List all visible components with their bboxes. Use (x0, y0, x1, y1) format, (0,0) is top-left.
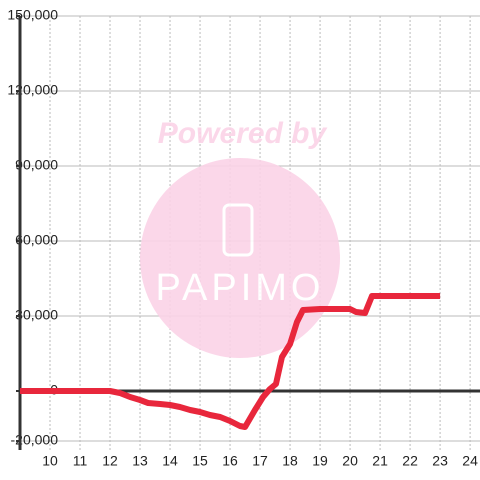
watermark-circle (140, 158, 340, 358)
y-tick-label: 150,000 (7, 7, 58, 23)
x-tick-label: 20 (342, 453, 358, 469)
x-tick-label: 24 (462, 453, 478, 469)
y-tick-label: 90,000 (15, 157, 58, 173)
x-tick-label: 11 (73, 453, 88, 469)
x-tick-label: 13 (132, 453, 148, 469)
watermark-icon (222, 203, 254, 257)
watermark: Powered by PAPIMO (140, 117, 340, 358)
x-tick-label: 21 (372, 453, 388, 469)
x-tick-label: 14 (162, 453, 178, 469)
x-tick-label: 16 (222, 453, 238, 469)
x-tick-label: 15 (192, 453, 208, 469)
watermark-brand: PAPIMO (156, 267, 325, 309)
y-tick-label: 30,000 (15, 307, 58, 323)
x-tick-label: 18 (282, 453, 298, 469)
x-tick-label: 10 (42, 453, 58, 469)
x-tick-label: 22 (402, 453, 418, 469)
data-line (20, 293, 441, 430)
y-tick-label: -20,000 (11, 432, 59, 448)
x-tick-label: 23 (432, 453, 448, 469)
x-tick-label: 17 (252, 453, 268, 469)
watermark-top: Powered by (158, 117, 328, 150)
x-tick-label: 19 (312, 453, 328, 469)
y-tick-label: 120,000 (7, 82, 58, 98)
x-tick-label: 12 (102, 453, 118, 469)
y-tick-label: 60,000 (15, 232, 58, 248)
